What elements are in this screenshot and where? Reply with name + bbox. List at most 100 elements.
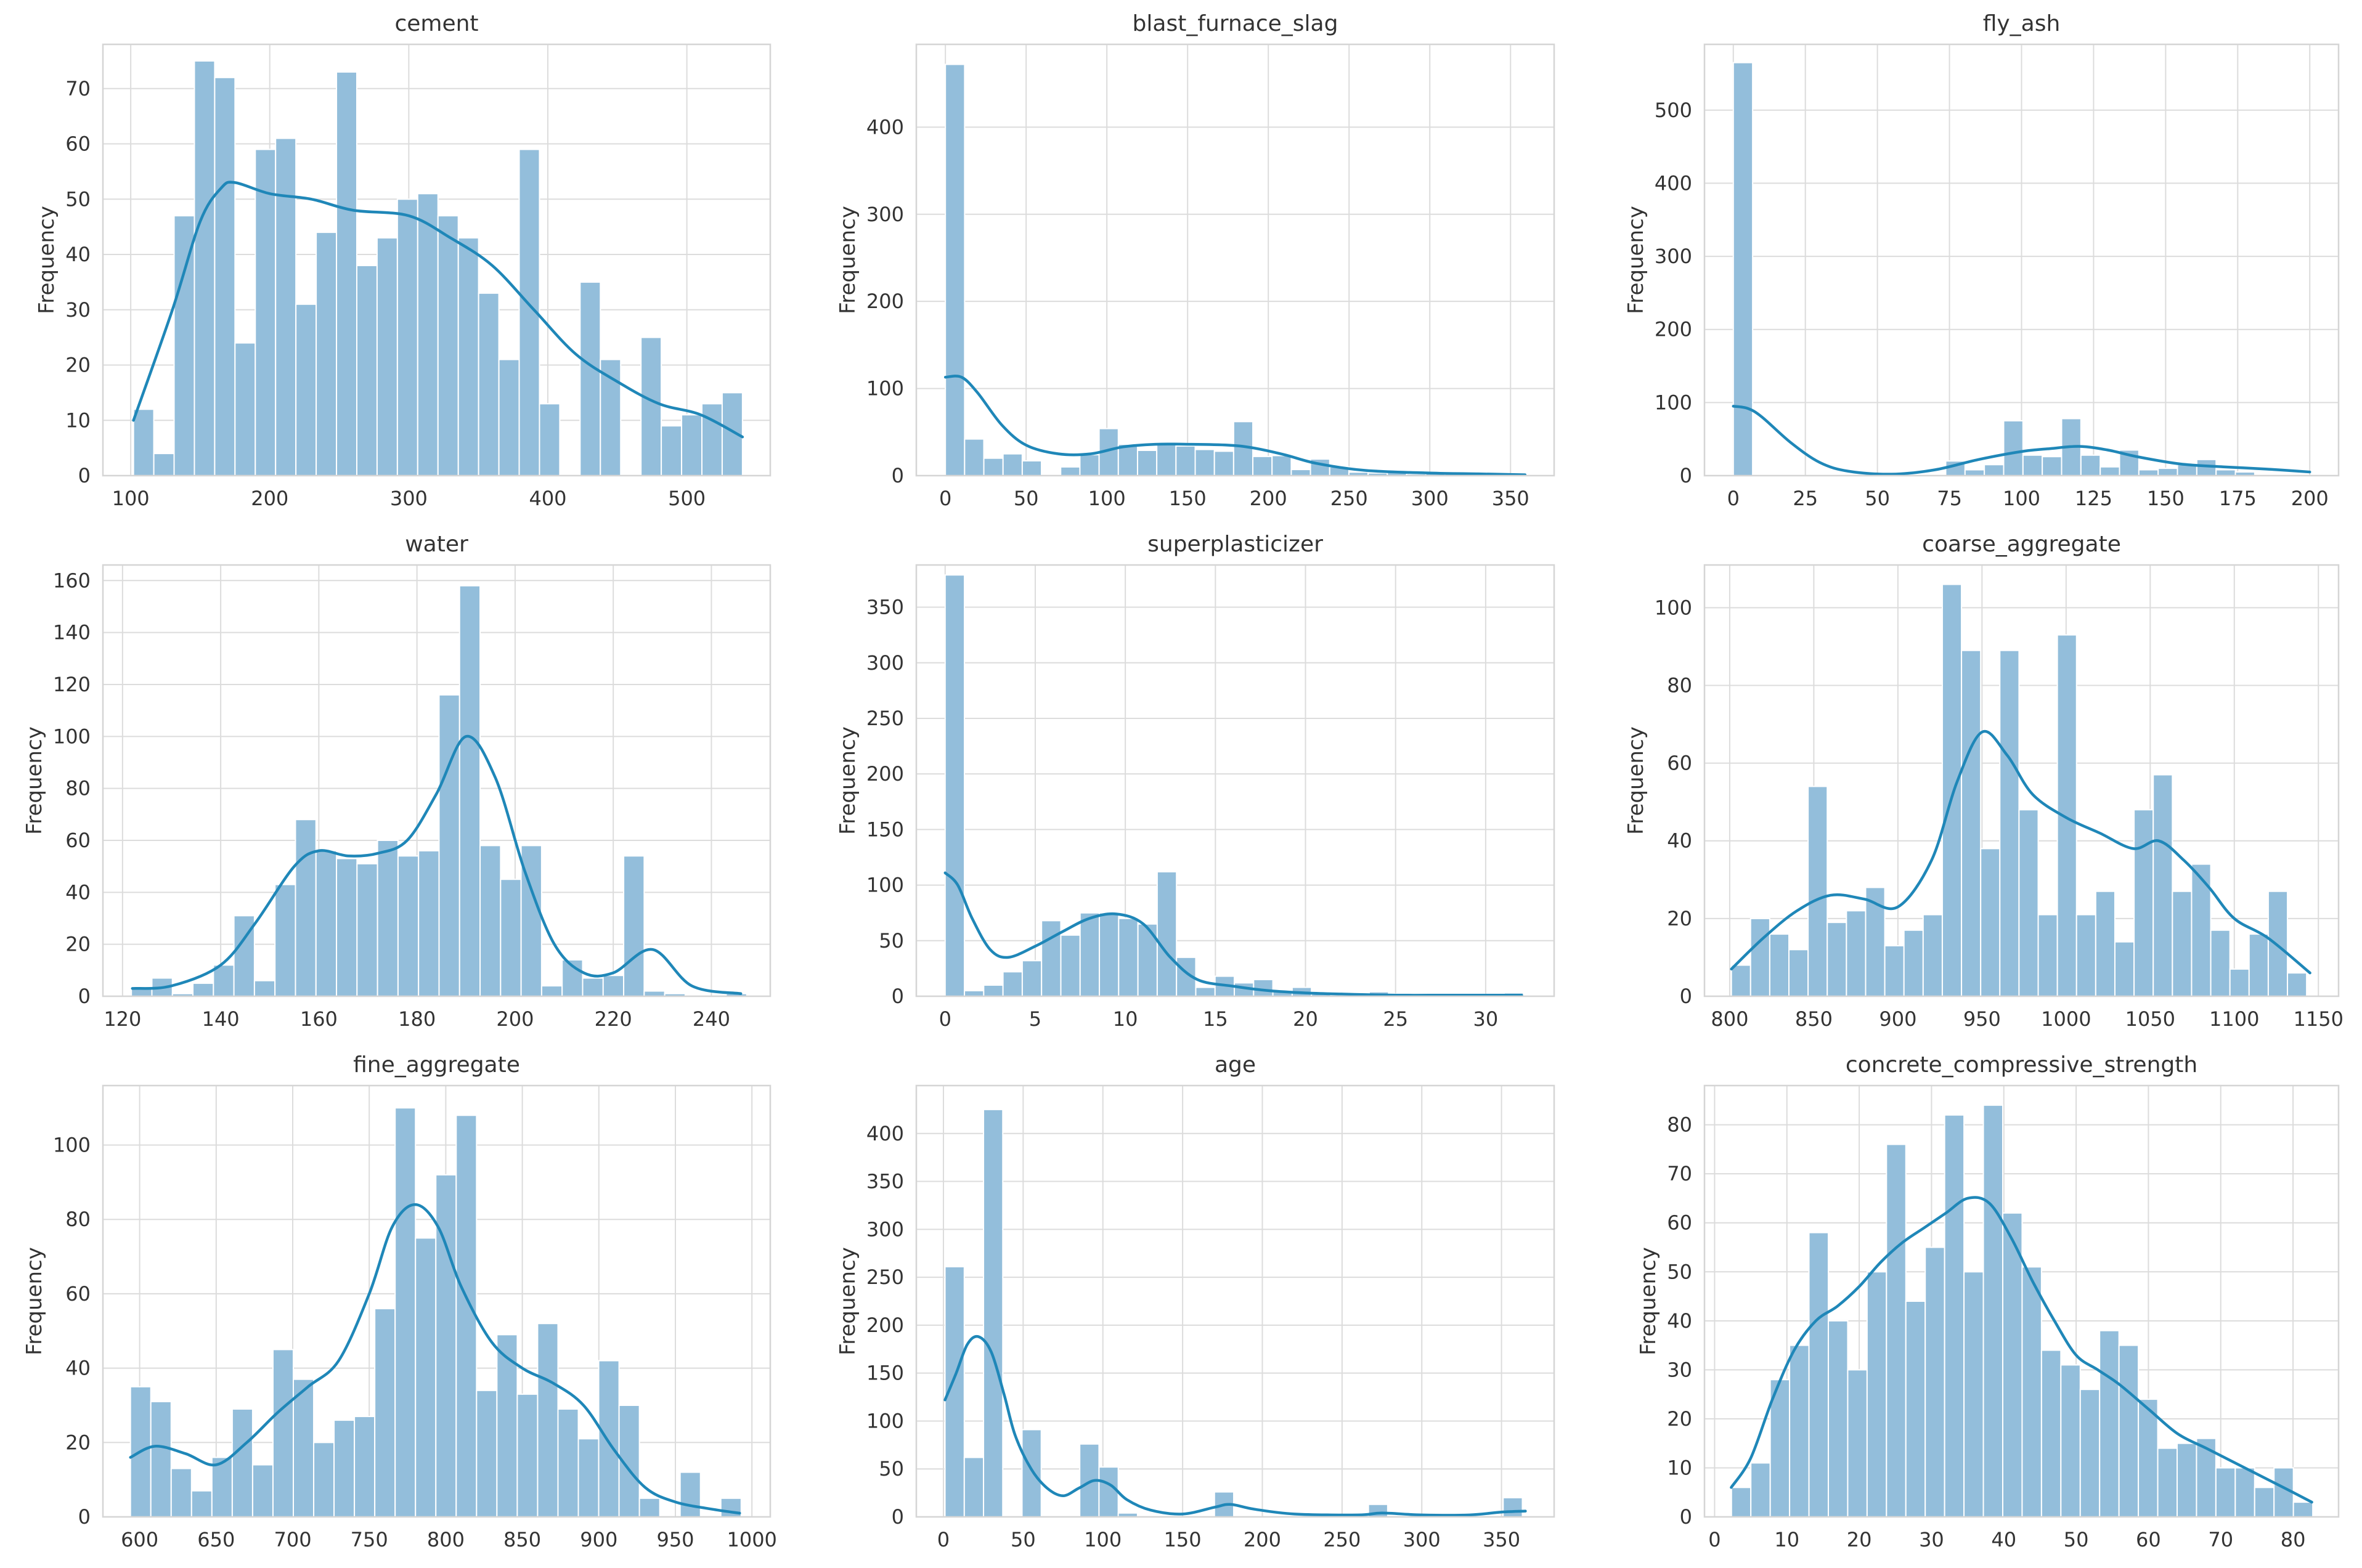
x-tick-label: 25 — [1383, 1007, 1408, 1031]
x-tick-label: 240 — [693, 1007, 730, 1031]
chart-title: water — [405, 532, 468, 557]
y-tick-label: 100 — [53, 725, 91, 748]
histogram-bar — [1502, 1497, 1523, 1518]
y-tick-label: 140 — [53, 621, 91, 644]
histogram-bar — [336, 71, 357, 477]
x-tick-label: 300 — [1411, 487, 1449, 510]
x-tick-label: 150 — [1164, 1528, 1202, 1551]
x-tick-label: 30 — [1473, 1007, 1499, 1031]
y-tick-label: 250 — [866, 1265, 904, 1289]
plot-area — [916, 565, 1554, 996]
histogram-bar — [1847, 1369, 1868, 1517]
axes-frame — [102, 43, 772, 477]
x-tick-label: 0 — [939, 487, 951, 510]
histogram-bar — [478, 292, 500, 476]
histogram-bar — [1253, 978, 1274, 997]
histogram-bar — [577, 1438, 600, 1518]
histogram-bar — [253, 980, 276, 997]
histogram-bar — [1984, 464, 2005, 476]
histogram-bar — [602, 975, 625, 997]
x-tick-label: 400 — [529, 487, 566, 510]
axes-frame — [102, 1084, 772, 1518]
histogram-bar — [1021, 1429, 1042, 1517]
histogram-bar — [1866, 1271, 1888, 1517]
y-tick-label: 250 — [866, 707, 904, 730]
x-tick-label: 900 — [1879, 1007, 1916, 1031]
histogram-bar — [681, 414, 702, 476]
x-tick-label: 75 — [1937, 487, 1962, 510]
y-tick-label: 0 — [1680, 464, 1692, 487]
histogram-bar — [1195, 986, 1216, 997]
x-tick-label: 160 — [300, 1007, 338, 1031]
histogram-bar — [983, 457, 1004, 476]
histogram-bar — [1924, 1246, 1945, 1517]
x-tick-label: 50 — [1011, 1528, 1036, 1551]
chart-title: fly_ash — [1983, 11, 2061, 36]
histogram-bar — [1964, 469, 1985, 477]
histogram-bar — [2118, 1344, 2140, 1517]
histogram-bar — [132, 408, 155, 476]
y-tick-label: 20 — [1667, 1407, 1692, 1431]
histogram-bar — [1021, 460, 1043, 476]
y-tick-label: 20 — [65, 933, 91, 956]
histogram-bar — [1213, 450, 1234, 477]
histogram-bar — [192, 982, 214, 997]
x-tick-label: 100 — [2003, 487, 2040, 510]
y-tick-label: 300 — [866, 203, 904, 226]
histogram-bar — [213, 964, 235, 997]
x-tick-label: 300 — [1403, 1528, 1441, 1551]
histogram-bar — [376, 237, 398, 476]
y-tick-label: 0 — [892, 1505, 904, 1529]
x-tick-label: 1000 — [727, 1528, 776, 1551]
histogram-bar — [537, 1323, 559, 1517]
y-tick-label: 40 — [1667, 1309, 1692, 1333]
histogram-bar — [153, 453, 175, 476]
histogram-bar — [2157, 468, 2178, 477]
x-tick-label: 950 — [656, 1528, 694, 1551]
histogram-bar — [333, 1420, 356, 1518]
y-tick-label: 400 — [866, 1122, 904, 1145]
histogram-bar — [1099, 912, 1120, 997]
y-tick-label: 60 — [65, 1282, 91, 1306]
x-tick-label: 1000 — [2041, 1007, 2091, 1031]
histogram-bar — [1156, 442, 1177, 477]
histogram-bar — [316, 232, 338, 476]
y-tick-label: 40 — [65, 243, 91, 266]
x-tick-label: 0 — [939, 1007, 951, 1031]
y-axis-title: Frequency — [1636, 1247, 1661, 1355]
x-tick-label: 0 — [1727, 487, 1740, 510]
x-tick-label: 1050 — [2125, 1007, 2175, 1031]
y-tick-label: 80 — [65, 777, 91, 800]
x-tick-label: 50 — [1014, 487, 1039, 510]
y-tick-label: 100 — [53, 1134, 91, 1157]
histogram-bar — [2075, 914, 2096, 997]
histogram-bar — [579, 281, 601, 476]
histogram-bar — [275, 137, 297, 477]
y-tick-label: 150 — [866, 818, 904, 841]
x-tick-label: 180 — [398, 1007, 436, 1031]
axes-frame — [915, 43, 1555, 477]
y-tick-label: 80 — [1667, 1113, 1692, 1137]
histogram-bar — [193, 60, 216, 476]
histogram-bar — [417, 193, 439, 476]
histogram-bar — [539, 403, 561, 476]
histogram-bar — [1730, 964, 1751, 997]
histogram-bar — [2152, 774, 2173, 997]
kde-curve — [943, 375, 1527, 476]
histogram-bar — [457, 237, 479, 476]
axes-frame — [915, 1084, 1555, 1518]
axes-frame — [1703, 564, 2340, 997]
histogram-bar — [944, 574, 966, 997]
histogram-bar — [1903, 929, 1924, 997]
plot-area — [916, 1086, 1554, 1517]
histogram-bar — [150, 1400, 172, 1518]
histogram-bar — [1789, 1344, 1810, 1517]
x-tick-label: 0 — [1708, 1528, 1721, 1551]
y-tick-label: 20 — [65, 354, 91, 377]
histogram-bar — [2022, 454, 2043, 477]
histogram-bar — [557, 1408, 579, 1517]
x-tick-label: 300 — [390, 487, 428, 510]
histogram-panel-age: 0 50 100 150 200 250 300 350 0 50 100 150 200 250 300 3… — [836, 1052, 1555, 1551]
histogram-bar — [374, 1308, 396, 1517]
histogram-bar — [234, 342, 256, 476]
